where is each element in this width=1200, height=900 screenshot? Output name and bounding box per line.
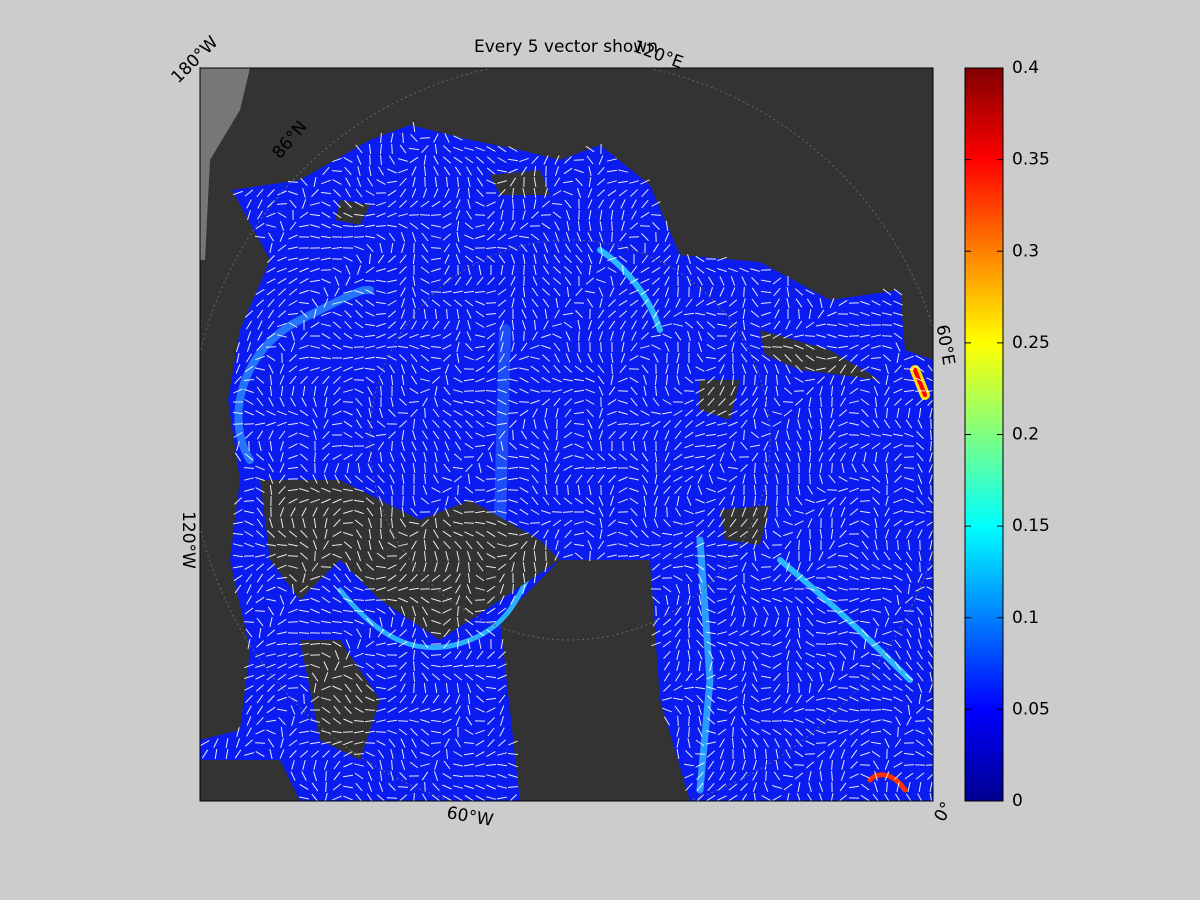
vector-field: [200, 122, 933, 801]
lon-label: 0°: [931, 799, 958, 826]
tick-label: 0.25: [1012, 333, 1050, 353]
tick-label: 0: [1012, 791, 1023, 811]
axes-frame: [199, 67, 934, 802]
tick-label: 0.35: [1012, 150, 1050, 170]
title: Every 5 vector shown: [474, 37, 658, 57]
tick-label: 0.4: [1012, 58, 1039, 78]
lon-label: 120°W: [178, 511, 198, 569]
tick-label: 0.05: [1012, 699, 1050, 719]
lon-label: 60°W: [445, 803, 495, 831]
tick-label: 0.3: [1012, 241, 1039, 261]
graticule: [200, 68, 933, 801]
colorbar-axis: 0 0.05 0.1 0.15 0.2 0.25 0.3 0.35 0.4: [965, 58, 1050, 811]
tick-label: 0.15: [1012, 516, 1050, 536]
tick-label: 0.1: [1012, 608, 1039, 628]
land-grey: [200, 68, 250, 260]
colorbar: [964, 67, 1004, 802]
map: [200, 68, 933, 801]
lon-label: 60°E: [932, 323, 959, 367]
vectors: [200, 122, 933, 801]
tick-label: 0.2: [1012, 425, 1039, 445]
